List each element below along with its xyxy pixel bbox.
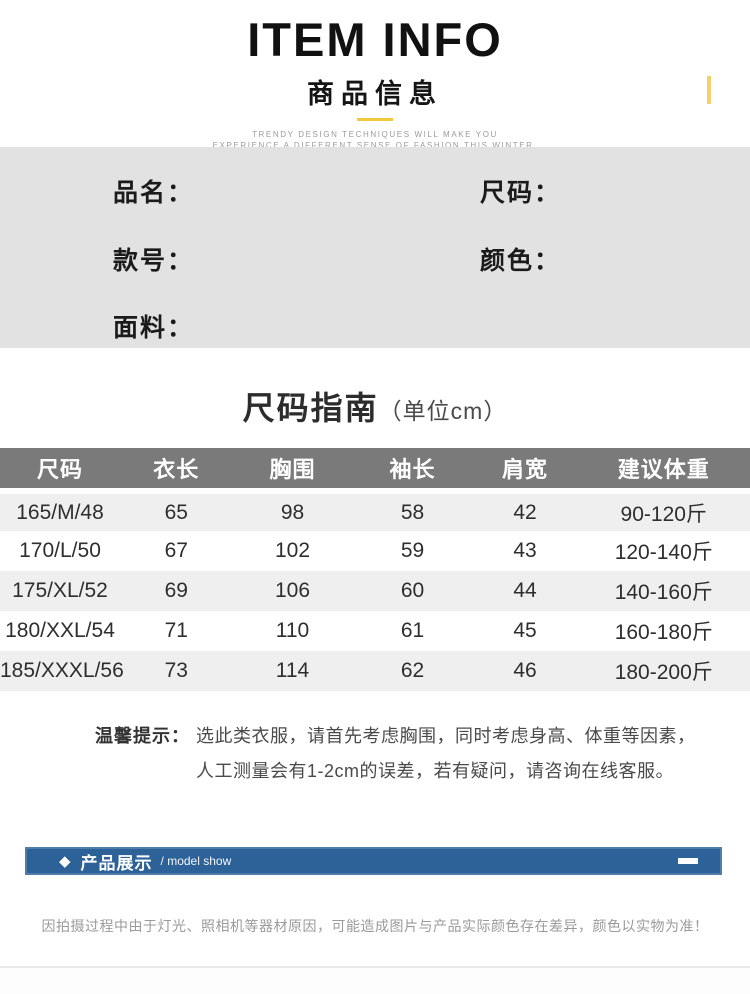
table-cell: 90-120斤 (577, 491, 750, 531)
table-cell: 170/L/50 (0, 531, 120, 571)
table-cell: 120-140斤 (577, 531, 750, 571)
table-cell: 65 (120, 491, 233, 531)
size-table-body: 165/M/48 65 98 58 42 90-120斤 170/L/50 67 102 59 43… (0, 491, 750, 691)
page-header: ITEM INFO 商品信息 TRENDY DESIGN TECHNIQUES … (0, 14, 750, 151)
table-cell: 43 (472, 531, 578, 571)
table-cell: 44 (472, 571, 578, 611)
tips-label: 温馨提示： (95, 726, 190, 746)
size-guide-title-text: 尺码指南 (242, 390, 379, 426)
table-cell: 160-180斤 (577, 611, 750, 651)
column-header-length: 衣长 (120, 448, 233, 494)
field-label-style-number: 款号： (113, 247, 195, 275)
field-label-size: 尺码： (480, 179, 562, 207)
page-subtitle: 商品信息 (307, 78, 443, 109)
table-cell: 59 (352, 531, 473, 571)
table-cell: 60 (352, 571, 473, 611)
tips-section: 温馨提示： 选此类衣服，请首先考虑胸围，同时考虑身高、体重等因素， 人工测量会有… (95, 719, 696, 789)
table-cell: 165/M/48 (0, 491, 120, 531)
table-row: 185/XXXL/56 73 114 62 46 180-200斤 (0, 651, 750, 691)
section-bar-subtitle: / model show (160, 854, 232, 868)
field-label-fabric: 面料： (113, 314, 195, 342)
column-header-size: 尺码 (0, 448, 120, 494)
table-cell: 69 (120, 571, 233, 611)
table-cell: 67 (120, 531, 233, 571)
table-cell: 45 (472, 611, 578, 651)
section-bar-title: 产品展示 (80, 853, 153, 873)
bottom-divider (0, 966, 750, 968)
bottom-area (0, 968, 750, 994)
table-cell: 98 (232, 491, 353, 531)
size-guide-unit: （单位cm） (378, 398, 508, 424)
column-header-shoulder: 肩宽 (472, 448, 578, 494)
tagline-line2: EXPERIENCE A DIFFERENT SENSE OF FASHION … (212, 140, 538, 150)
table-cell: 102 (232, 531, 353, 571)
dash-icon (678, 858, 698, 864)
table-cell: 58 (352, 491, 473, 531)
diamond-icon: ◆ (59, 852, 71, 870)
tips-line2: 人工测量会有1-2cm的误差，若有疑问，请咨询在线客服。 (196, 761, 675, 781)
table-header-row: 尺码 衣长 胸围 袖长 肩宽 建议体重 (0, 448, 750, 494)
size-table-header: 尺码 衣长 胸围 袖长 肩宽 建议体重 (0, 448, 750, 494)
yellow-underline (357, 117, 393, 121)
column-header-sleeve: 袖长 (352, 448, 473, 494)
tagline-line1: TRENDY DESIGN TECHNIQUES WILL MAKE YOU (252, 129, 498, 139)
table-cell: 106 (232, 571, 353, 611)
table-row: 180/XXL/54 71 110 61 45 160-180斤 (0, 611, 750, 651)
table-cell: 62 (352, 651, 473, 691)
field-label-product-name: 品名： (113, 179, 195, 207)
table-cell: 110 (232, 611, 353, 651)
table-row: 170/L/50 67 102 59 43 120-140斤 (0, 531, 750, 571)
table-cell: 180-200斤 (577, 651, 750, 691)
field-label-color: 颜色： (480, 247, 562, 275)
size-table: 尺码 衣长 胸围 袖长 肩宽 建议体重 165/M/48 65 98 58 42 90-1… (0, 448, 750, 691)
table-cell: 46 (472, 651, 578, 691)
table-cell: 114 (232, 651, 353, 691)
product-show-section-bar: ◆ 产品展示 / model show (25, 847, 722, 875)
table-row: 165/M/48 65 98 58 42 90-120斤 (0, 491, 750, 531)
table-cell: 185/XXXL/56 (0, 651, 124, 691)
table-cell: 71 (120, 611, 233, 651)
column-header-weight-range: 建议体重 (577, 448, 750, 494)
table-cell: 42 (472, 491, 578, 531)
table-cell: 61 (352, 611, 473, 651)
table-cell: 175/XL/52 (0, 571, 120, 611)
page-title: ITEM INFO (247, 13, 503, 66)
tips-line1: 选此类衣服，请首先考虑胸围，同时考虑身高、体重等因素， (196, 726, 696, 746)
table-cell: 180/XXL/54 (0, 611, 120, 651)
table-cell: 140-160斤 (577, 571, 750, 611)
table-row: 175/XL/52 69 106 60 44 140-160斤 (0, 571, 750, 611)
table-cell: 73 (120, 651, 233, 691)
column-header-bust: 胸围 (232, 448, 353, 494)
yellow-accent-bar (707, 76, 711, 104)
tagline: TRENDY DESIGN TECHNIQUES WILL MAKE YOU E… (0, 129, 750, 151)
tips-body: 选此类衣服，请首先考虑胸围，同时考虑身高、体重等因素， 人工测量会有1-2cm的… (196, 719, 696, 789)
color-disclaimer-text: 因拍摄过程中由于灯光、照相机等器材原因，可能造成图片与产品实际颜色存在差异，颜色… (41, 918, 709, 934)
size-guide-title: 尺码指南（单位cm） (0, 383, 750, 429)
info-panel: 品名： 尺码： 款号： 颜色： 面料： (0, 147, 750, 348)
